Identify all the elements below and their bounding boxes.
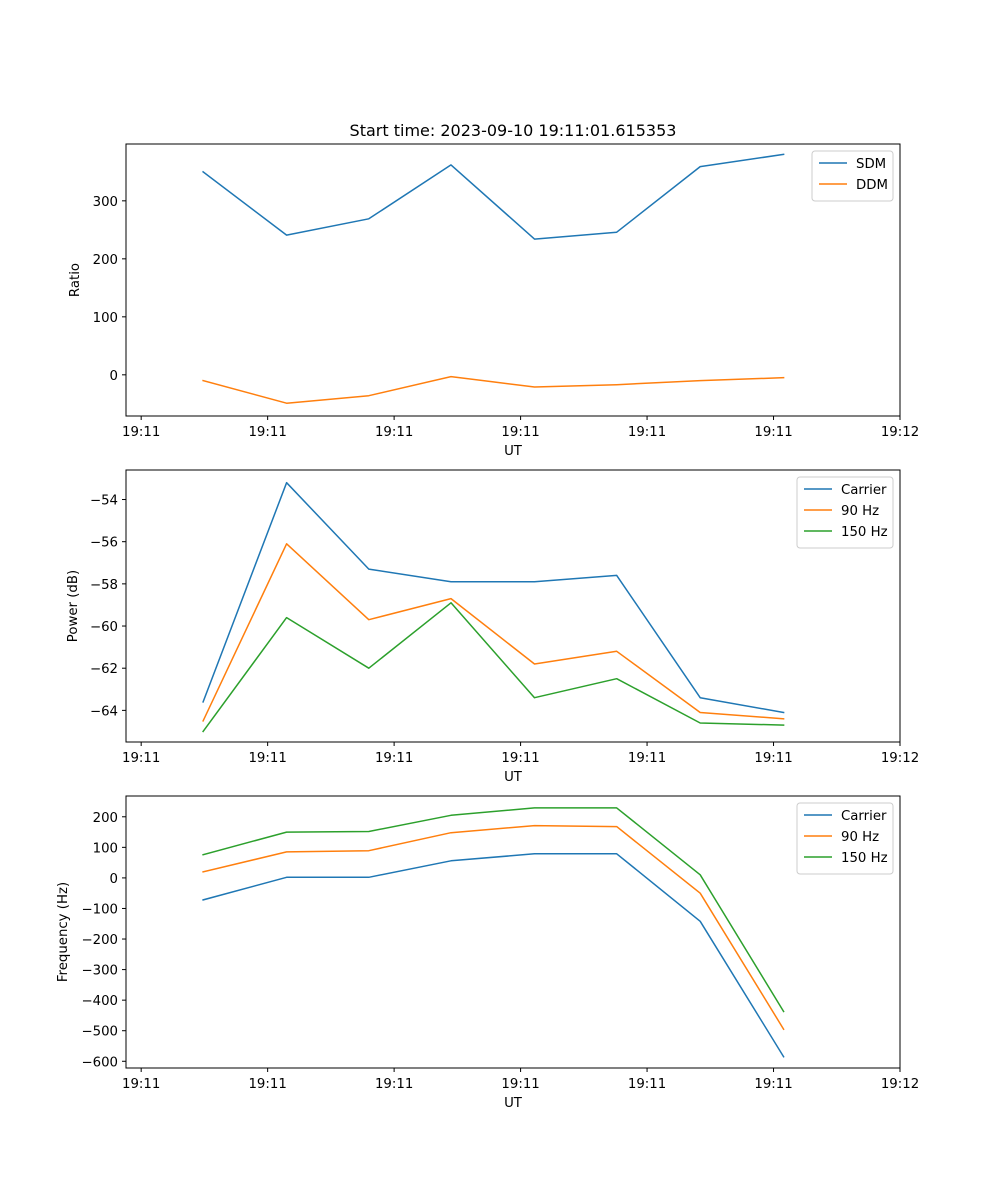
power-panel: 19:11 19:11 19:11 19:11 19:11 19:11 19:12 −64 −6… [66, 469, 919, 785]
ratio-x-axis-label: UT [504, 444, 523, 459]
ratio-x-tick-label: 19:11 [501, 425, 539, 440]
frequency-y-tick-label: 100 [93, 841, 118, 856]
frequency-y-tick-label: 200 [93, 811, 118, 826]
frequency-y-tick-label: −500 [81, 1025, 118, 1040]
ratio-y-tick-label: 200 [93, 253, 118, 268]
ratio-panel: 19:11 19:11 19:11 19:11 19:11 19:11 19:12 0 100 2… [68, 143, 919, 459]
power-x-tick-label: 19:11 [122, 751, 160, 766]
frequency-series-line-150-hz [202, 807, 785, 1013]
frequency-y-tick-label: −600 [81, 1055, 118, 1070]
power-y-tick-label: −56 [90, 536, 118, 551]
frequency-y-tick-label: 0 [110, 872, 118, 887]
ratio-x-tick-label: 19:11 [122, 425, 160, 440]
frequency-series-line-90-hz [202, 824, 785, 1031]
power-y-tick-label: −60 [90, 620, 118, 635]
power-x-tick-label: 19:11 [375, 751, 413, 766]
frequency-x-tick-label: 19:11 [628, 1077, 666, 1092]
frequency-x-tick-label: 19:11 [754, 1077, 792, 1092]
frequency-y-axis-label: Frequency (Hz) [56, 882, 71, 982]
power-y-tick-label: −54 [90, 494, 118, 509]
ratio-y-axis-label: Ratio [68, 263, 83, 297]
ratio-series-line-sdm [202, 153, 785, 240]
ratio-x-tick-label: 19:12 [881, 425, 919, 440]
ratio-y-tick-label: 100 [93, 311, 118, 326]
power-legend-label: 90 Hz [841, 504, 879, 519]
power-x-tick-label: 19:12 [881, 751, 919, 766]
ratio-x-tick-label: 19:11 [248, 425, 286, 440]
power-axes-frame [125, 469, 901, 743]
frequency-x-tick-label: 19:11 [375, 1077, 413, 1092]
frequency-y-tick-label: −100 [81, 902, 118, 917]
power-x-tick-label: 19:11 [501, 751, 539, 766]
frequency-x-tick-label: 19:11 [122, 1077, 160, 1092]
power-series-line-carrier [202, 481, 785, 714]
ratio-y-tick-label: 0 [110, 369, 118, 384]
power-x-tick-label: 19:11 [628, 751, 666, 766]
power-y-axis-label: Power (dB) [66, 570, 81, 642]
ratio-x-tick-label: 19:11 [628, 425, 666, 440]
frequency-series-line-carrier [202, 853, 785, 1058]
ratio-y-tick-label: 300 [93, 195, 118, 210]
ratio-series-line-ddm [202, 375, 785, 404]
frequency-x-tick-label: 19:12 [881, 1077, 919, 1092]
ratio-x-tick-label: 19:11 [754, 425, 792, 440]
power-y-tick-label: −64 [90, 704, 118, 719]
frequency-y-tick-label: −200 [81, 933, 118, 948]
power-legend-label: Carrier [841, 483, 887, 498]
power-x-tick-label: 19:11 [248, 751, 286, 766]
frequency-legend-label: 150 Hz [841, 851, 888, 866]
frequency-legend-label: 90 Hz [841, 830, 879, 845]
ratio-x-tick-label: 19:11 [375, 425, 413, 440]
power-y-tick-label: −58 [90, 578, 118, 593]
power-y-tick-label: −62 [90, 662, 118, 677]
power-x-tick-label: 19:11 [754, 751, 792, 766]
frequency-x-axis-label: UT [504, 1096, 523, 1111]
frequency-x-tick-label: 19:11 [501, 1077, 539, 1092]
figure-title: Start time: 2023-09-10 19:11:01.615353 [350, 121, 677, 140]
power-series-line-90-hz [202, 543, 785, 722]
frequency-y-tick-label: −400 [81, 994, 118, 1009]
power-series-line-150-hz [202, 602, 785, 733]
frequency-x-tick-label: 19:11 [248, 1077, 286, 1092]
frequency-legend-label: Carrier [841, 809, 887, 824]
ratio-legend-label: SDM [856, 157, 886, 172]
ratio-axes-frame [125, 143, 901, 417]
frequency-panel: 19:11 19:11 19:11 19:11 19:11 19:11 19:12 −600 −… [56, 795, 919, 1111]
ratio-legend-label: DDM [856, 178, 888, 193]
power-x-axis-label: UT [504, 770, 523, 785]
power-legend-label: 150 Hz [841, 525, 888, 540]
frequency-axes-frame [125, 795, 901, 1069]
frequency-y-tick-label: −300 [81, 964, 118, 979]
